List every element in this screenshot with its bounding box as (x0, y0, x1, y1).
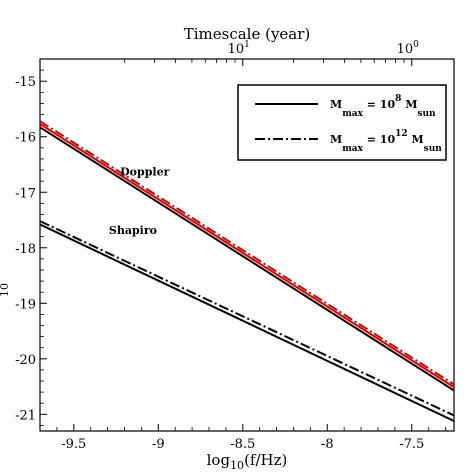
top-tick-label: 100 (397, 40, 420, 57)
x-tick-label: -9 (152, 437, 165, 452)
legend-label-1-sub: max (342, 144, 363, 154)
series-layer (39, 120, 455, 422)
y-tick-label: -15 (15, 75, 36, 90)
legend-label-0-eq: = 10 (363, 98, 396, 111)
x-axis-title-sub: 10 (230, 459, 244, 472)
legend-label-1-eq: = 10 (363, 133, 396, 146)
legend-label-1-exp: 12 (395, 129, 408, 139)
legend-box (237, 84, 447, 161)
y-tick-label: -20 (15, 353, 36, 368)
legend-label-0-main: M (330, 98, 342, 111)
y-tick-label: -21 (15, 408, 36, 423)
y-axis-title-sub: 10 (0, 283, 11, 297)
top-tick-label: 101 (228, 40, 250, 57)
plot-frame (39, 58, 455, 432)
top-tick-base: 10 (397, 42, 414, 57)
x-tick-label: -8.5 (230, 437, 255, 452)
x-tick-label: -9.5 (61, 437, 86, 452)
series-line-shapiro-solid-3 (39, 223, 455, 422)
legend-label-1-main: M (330, 133, 342, 146)
y-tick-label: -18 (15, 242, 36, 257)
legend-label-0-sub: max (342, 109, 363, 119)
x-axis-title: log10(f/Hz) (207, 451, 288, 472)
legend-label-0-exp: 8 (395, 94, 401, 104)
x-axis-title-main: log (207, 451, 231, 469)
x-tick-label: -7.5 (399, 437, 424, 452)
annotation-0: Doppler (120, 166, 169, 179)
series-line-doppler-solid-1 (39, 123, 455, 388)
top-tick-exp: 0 (413, 40, 419, 50)
legend-label-0-unit: M (401, 98, 417, 111)
y-tick-label: -17 (15, 186, 36, 201)
legend-label-0: Mmax = 108 Msun (330, 94, 436, 119)
legend-label-1-unit-sub: sun (424, 144, 443, 154)
top-tick-exp: 1 (244, 40, 250, 50)
y-tick-label: -19 (15, 297, 36, 312)
series-line-doppler-dashdot-2 (39, 120, 455, 386)
legend-label-1: Mmax = 1012 Msun (330, 129, 442, 154)
annotation-1: Shapiro (109, 224, 157, 237)
x-axis-title-rest: (f/Hz) (244, 451, 287, 469)
legend-label-0-unit-sub: sun (417, 109, 436, 119)
y-tick-label: -16 (15, 131, 36, 146)
legend: Mmax = 108 Msun Mmax = 1012 Msun (237, 84, 447, 161)
x-tick-label: -8 (321, 437, 334, 452)
series-line-doppler-solid-0 (39, 126, 455, 392)
series-line-shapiro-dashdot-4 (39, 220, 455, 417)
top-tick-base: 10 (228, 42, 245, 57)
legend-label-1-unit: M (408, 133, 424, 146)
annotations-layer: Doppler Shapiro (109, 166, 170, 237)
top-axis-title: Timescale (year) (184, 25, 311, 43)
